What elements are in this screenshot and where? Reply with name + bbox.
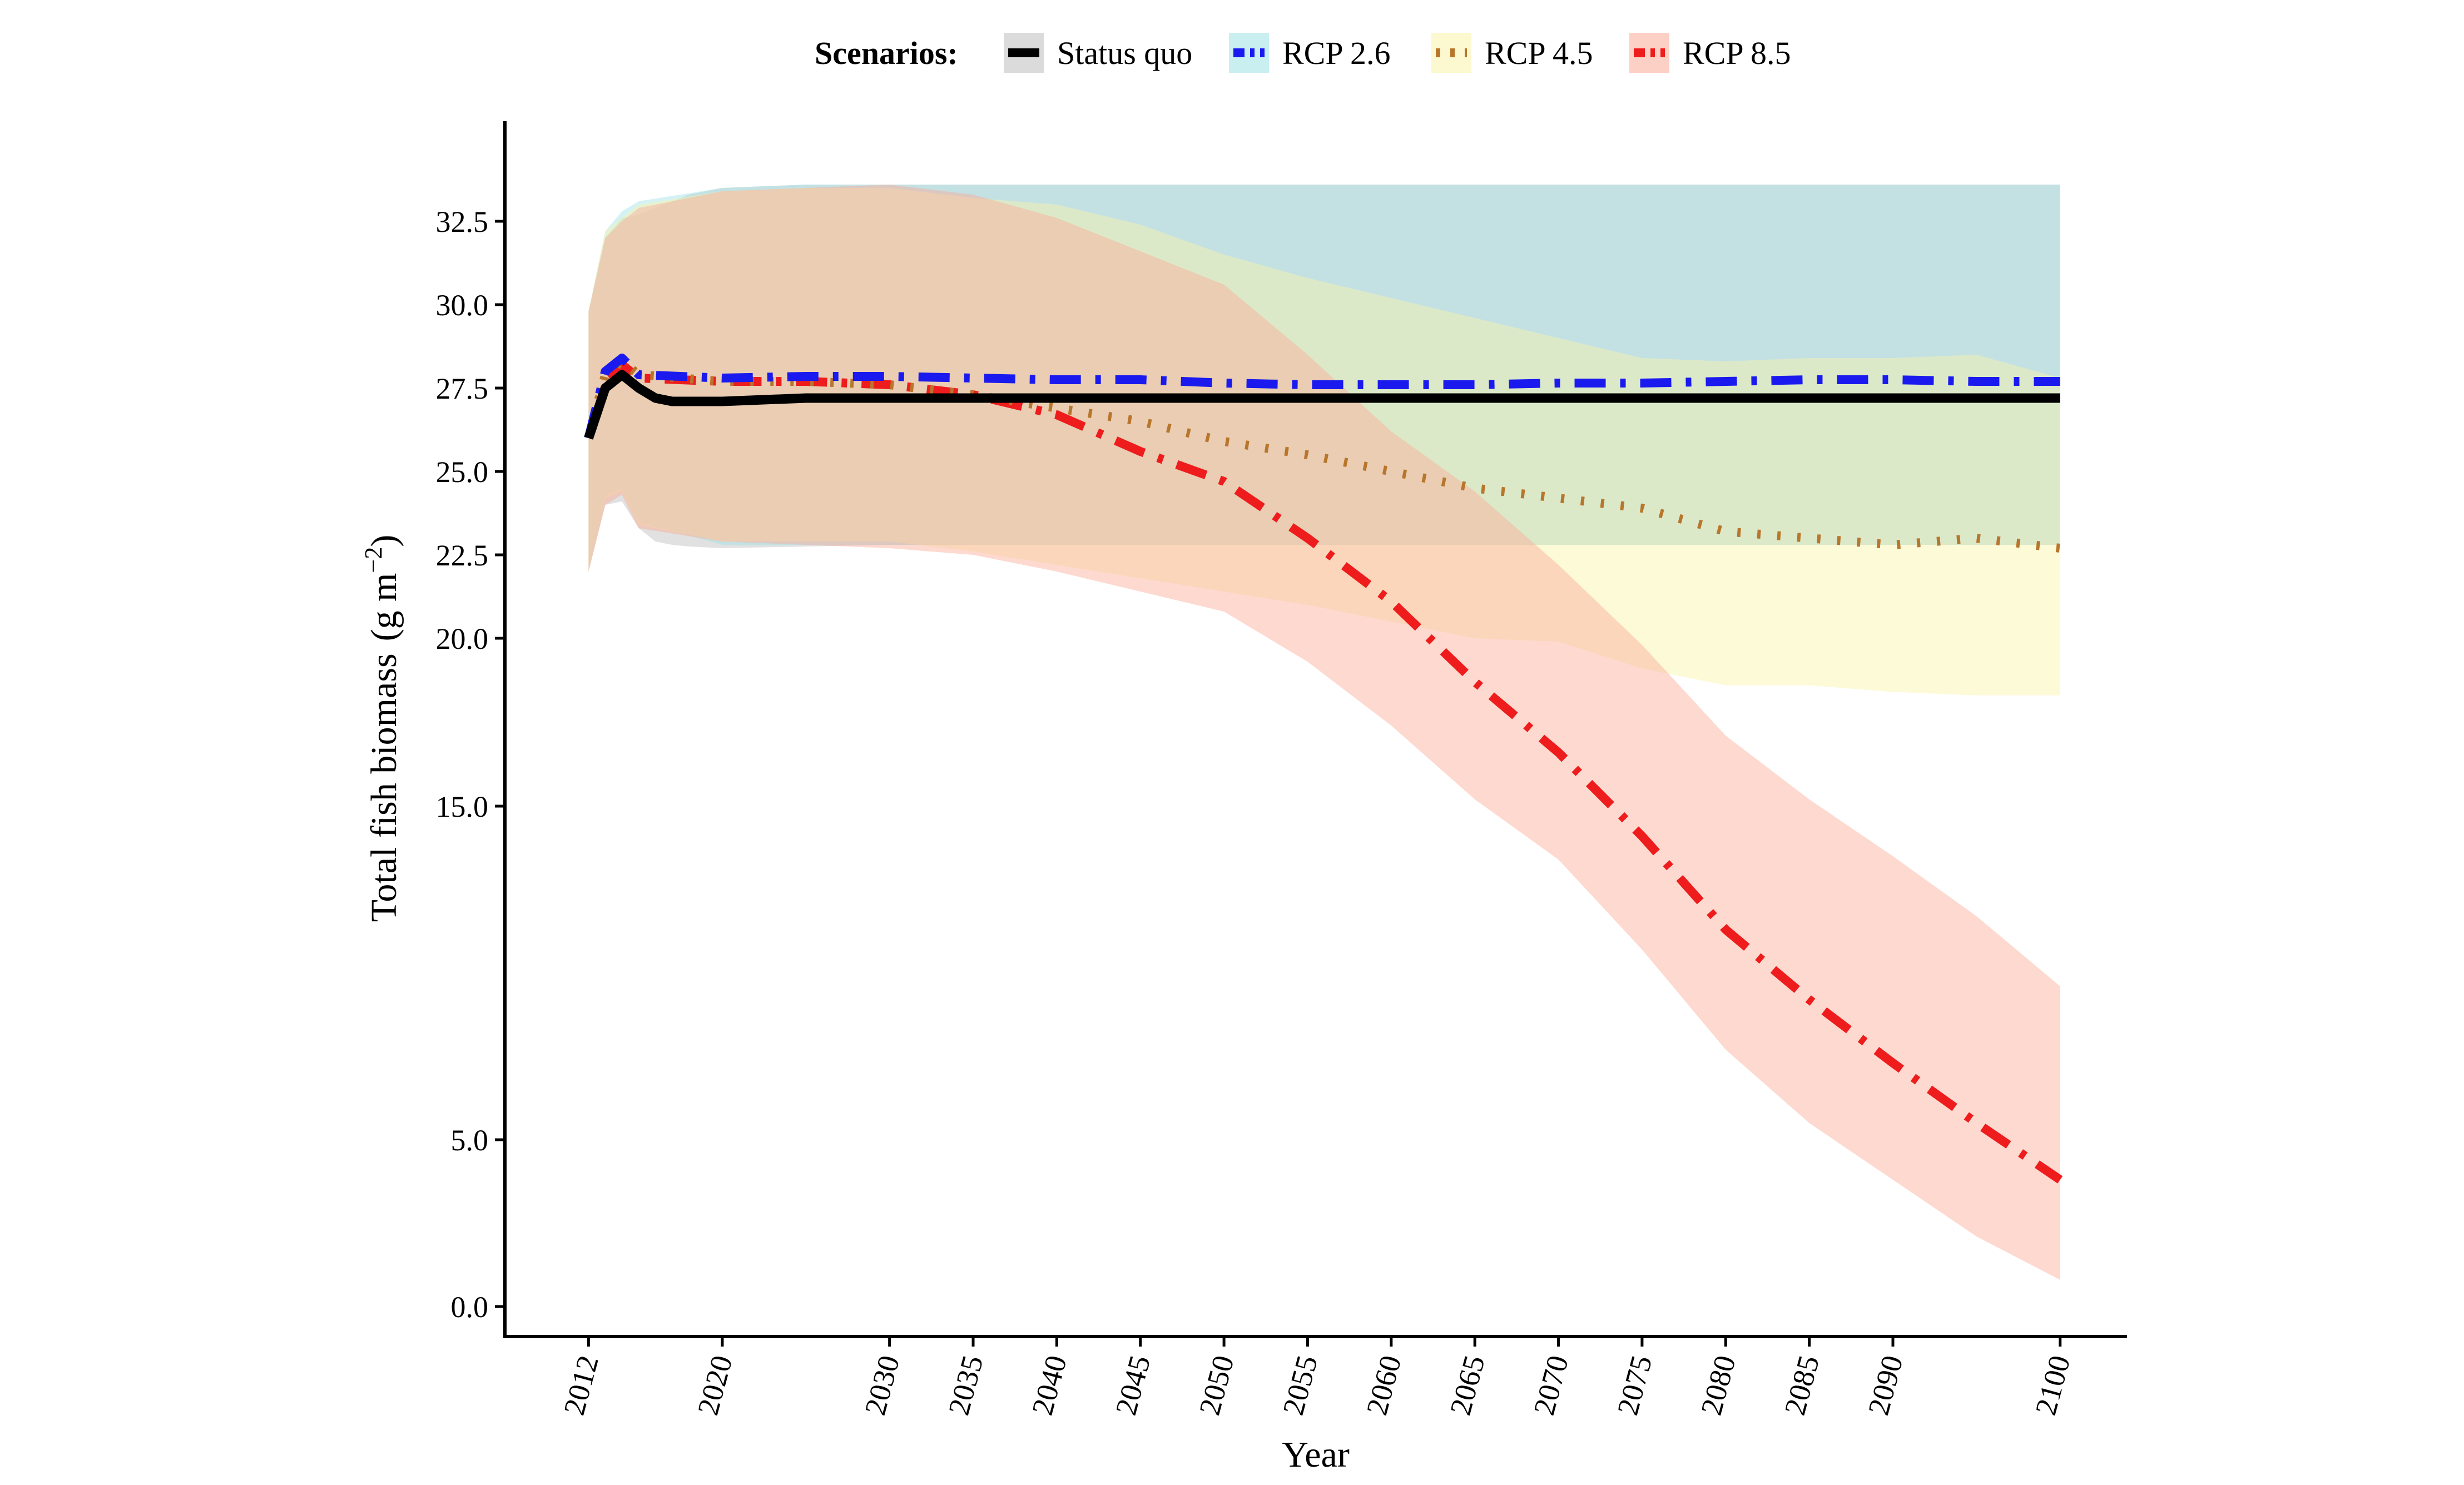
- y-tick-label: 27.5: [436, 372, 489, 405]
- legend: Scenarios: Status quo RCP 2.6 RCP 4.5 RCP 8…: [815, 33, 1791, 73]
- x-tick-label: 2100: [2029, 1352, 2076, 1419]
- x-tick-label: 2012: [557, 1352, 605, 1419]
- band-rcp-2-6: [588, 185, 2060, 572]
- series-lines: [584, 354, 2063, 1184]
- x-tick-label: 2045: [1109, 1352, 1157, 1419]
- x-tick-label: 2085: [1778, 1352, 1826, 1419]
- y-tick-label: 22.5: [436, 539, 489, 572]
- y-axis-title-exponent: −2: [360, 547, 387, 573]
- axes: [503, 121, 2127, 1338]
- line-rcp-2-6: [584, 354, 2060, 439]
- line-status-quo: [584, 370, 2060, 440]
- x-tick-label: 2080: [1694, 1352, 1742, 1419]
- band-rcp-8-5: [588, 185, 2060, 1280]
- x-tick-label: 2065: [1444, 1352, 1491, 1419]
- x-tick-label: 2030: [858, 1352, 906, 1419]
- y-tick-label: 30.0: [436, 289, 489, 322]
- x-tick-label: 2070: [1527, 1352, 1575, 1419]
- legend-title: Scenarios:: [815, 35, 958, 71]
- legend-label-rcp-4-5: RCP 4.5: [1485, 35, 1593, 71]
- legend-label-status-quo: Status quo: [1057, 35, 1192, 71]
- y-tick-label: 15.0: [436, 790, 489, 823]
- y-axis-title-unit: (g m: [364, 573, 404, 641]
- y-tick-label: 25.0: [436, 455, 489, 489]
- y-ticks: 0.0 5.0 15.0 20.0 22.5 25.0 27.5 30.0 32.5: [436, 205, 505, 1324]
- x-tick-label: 2040: [1025, 1352, 1073, 1419]
- band-rcp-4-5: [588, 188, 2060, 696]
- x-tick-label: 2020: [691, 1352, 739, 1419]
- confidence-bands: [588, 185, 2060, 1280]
- band-status-quo: [588, 185, 2060, 572]
- legend-label-rcp-8-5: RCP 8.5: [1683, 35, 1791, 71]
- x-ticks: 2012 2020 2030 2035 2040 2045 2050 2055 2060 2065…: [557, 1337, 2076, 1418]
- x-tick-label: 2060: [1360, 1352, 1408, 1419]
- y-tick-label: 20.0: [436, 622, 489, 655]
- y-axis-title-close: ): [364, 535, 404, 547]
- x-axis-title: Year: [1282, 1434, 1350, 1475]
- y-tick-label: 32.5: [436, 205, 489, 239]
- legend-label-rcp-2-6: RCP 2.6: [1282, 35, 1390, 71]
- x-tick-label: 2075: [1611, 1352, 1659, 1419]
- y-axis-title-group: Total fish biomass (g m−2): [360, 535, 404, 922]
- x-tick-label: 2050: [1193, 1352, 1241, 1419]
- y-tick-label: 0.0: [451, 1290, 489, 1324]
- y-tick-label: 5.0: [451, 1124, 489, 1157]
- x-tick-label: 2055: [1276, 1352, 1324, 1419]
- y-axis-title: Total fish biomass (g m−2): [360, 535, 404, 922]
- x-tick-label: 2090: [1862, 1352, 1910, 1419]
- x-tick-label: 2035: [942, 1352, 990, 1419]
- y-axis-title-main: Total fish biomass: [364, 653, 404, 922]
